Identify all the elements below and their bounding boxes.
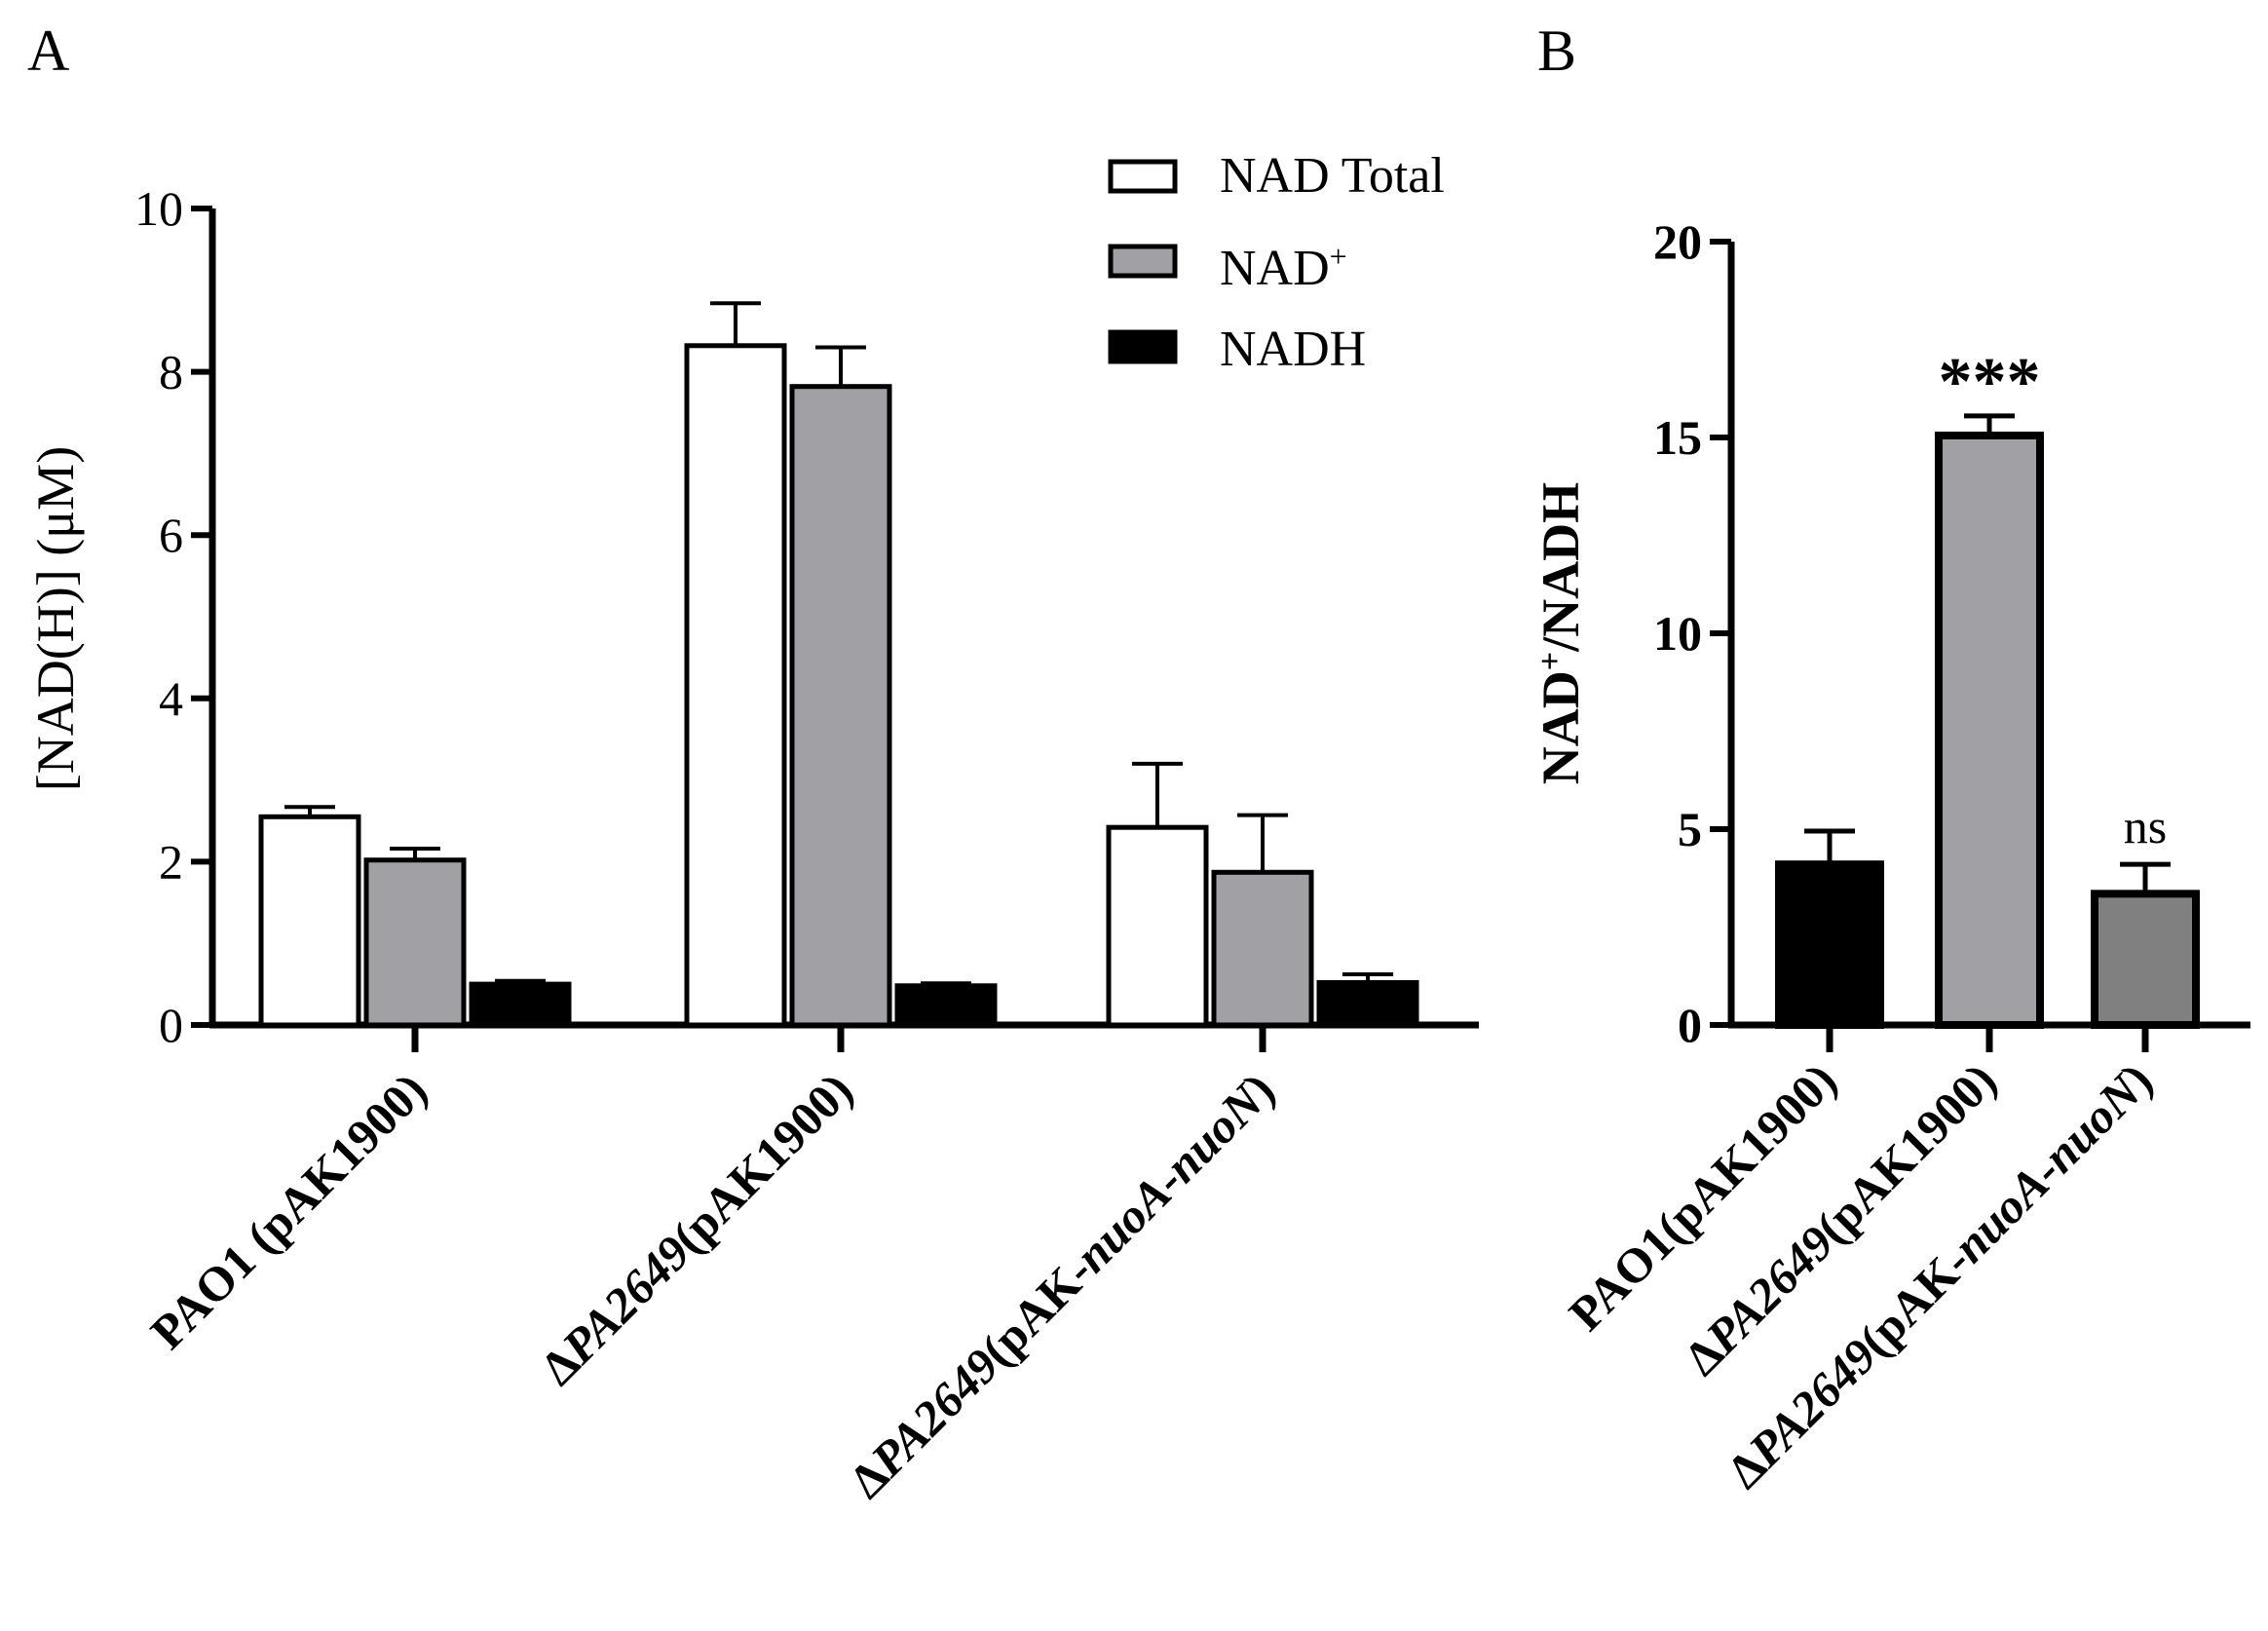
legend-swatch-nad-total (1108, 159, 1178, 194)
panel-b-category-label-0: PAO1(pAK1900) (1559, 1052, 1847, 1341)
panel-b-y-tick-label: 20 (1653, 214, 1702, 269)
panel-a-bar-nad-plus-0 (363, 857, 467, 1028)
panel-a-y-tick-label: 2 (159, 834, 183, 889)
panel-a-category-labels: PAO1 (pAK1900) ΔPA2649(pAK1900)ΔPA2649(pA… (140, 1025, 1285, 1508)
panel-b-bar-1 (1935, 431, 2044, 1029)
panel-a-y-tick-label: 8 (159, 345, 183, 399)
panel-b-y-tick-label: 0 (1678, 998, 1702, 1052)
panel-a-bars (258, 301, 1419, 1028)
panel-label-a: A (27, 19, 69, 83)
legend-label-nad-plus: NAD+ (1220, 239, 1347, 296)
panel-b-bar-2 (2091, 890, 2200, 1030)
panel-b-y-ticks: 0 5 10 15 20 (1653, 214, 1731, 1052)
panel-a-category-label-1: ΔPA2649(pAK1900) (530, 1062, 863, 1395)
panel-a-y-axis-label: [NAD(H)] (μM) (26, 446, 85, 791)
panel-a-bar-nad-total-0 (258, 814, 361, 1028)
panel-a-y-tick-label: 10 (134, 181, 183, 236)
legend-label-nadh: NADH (1220, 322, 1366, 377)
panel-b-y-tick-label: 15 (1653, 410, 1702, 465)
panel-b-category-labels: PAO1(pAK1900)ΔPA2649(pAK1900)ΔPA2649(pAK… (1559, 1025, 2163, 1498)
panel-a-bar-nad-total-1 (684, 343, 787, 1028)
legend-swatch-nad-plus (1108, 244, 1178, 279)
panel-a-bar-nad-plus-2 (1211, 869, 1314, 1028)
panel-a-y-ticks: 0 2 4 6 8 10 (134, 181, 212, 1052)
panel-b-bar-0 (1775, 860, 1884, 1029)
panel-b-y-tick-label: 5 (1678, 802, 1702, 856)
panel-a-y-tick-label: 6 (159, 508, 183, 562)
significance-ns: ns (2124, 799, 2167, 853)
panel-a-bar-nadh-1 (894, 983, 998, 1028)
legend-label-nad-total: NAD Total (1220, 148, 1445, 204)
panel-a-legend: NAD Total NAD+ NADH (1108, 148, 1445, 377)
panel-a-category-label-0: PAO1 (pAK1900) (140, 1062, 437, 1359)
significance-stars: *** (1939, 345, 2041, 420)
panel-a-bar-nad-total-2 (1106, 824, 1209, 1028)
panel-a-bar-nad-plus-1 (789, 384, 892, 1028)
legend-swatch-nadh (1108, 329, 1178, 364)
panel-a-y-tick-label: 0 (159, 998, 183, 1052)
panel-a-category-label-2: ΔPA2649(pAK-nuoA-nuoN) (839, 1062, 1285, 1508)
panel-b-y-tick-label: 10 (1653, 606, 1702, 661)
panel-b-y-axis-label: NAD+/NADH (1531, 482, 1590, 784)
panel-b-bars: *** ns (1775, 345, 2200, 1030)
panel-label-b: B (1537, 19, 1576, 83)
panel-a-bar-nadh-0 (469, 981, 572, 1028)
panel-a-y-tick-label: 4 (159, 671, 183, 726)
panel-a-bar-nadh-2 (1316, 979, 1419, 1028)
